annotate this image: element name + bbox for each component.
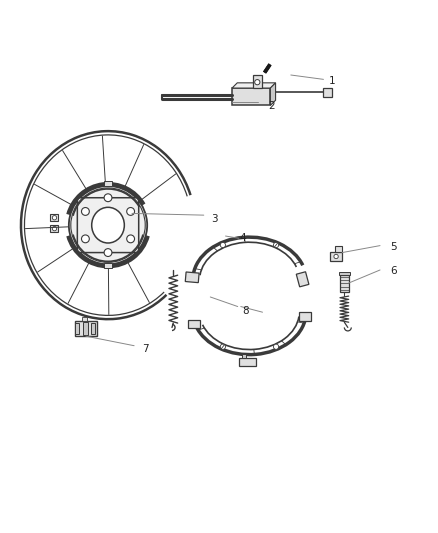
- Text: 4: 4: [240, 233, 246, 243]
- Ellipse shape: [92, 207, 124, 243]
- Bar: [242, 354, 247, 358]
- Bar: [50, 214, 58, 221]
- Polygon shape: [270, 83, 276, 106]
- Bar: [340, 275, 349, 292]
- Bar: [299, 312, 311, 321]
- Text: 5: 5: [390, 242, 396, 252]
- Polygon shape: [232, 83, 276, 88]
- Circle shape: [220, 243, 226, 248]
- Polygon shape: [263, 63, 271, 73]
- Bar: [74, 323, 79, 334]
- Circle shape: [254, 79, 260, 85]
- Circle shape: [334, 254, 338, 259]
- Bar: [339, 272, 350, 275]
- Text: 8: 8: [242, 306, 248, 316]
- Bar: [185, 272, 199, 282]
- Bar: [323, 88, 332, 97]
- FancyBboxPatch shape: [78, 198, 139, 253]
- Circle shape: [127, 235, 134, 243]
- Bar: [253, 75, 262, 88]
- Bar: [296, 272, 309, 287]
- Text: 1: 1: [329, 76, 336, 86]
- Text: 7: 7: [142, 344, 148, 354]
- Bar: [91, 323, 95, 334]
- Bar: [188, 320, 201, 328]
- Bar: [74, 321, 97, 336]
- Circle shape: [52, 227, 57, 231]
- Circle shape: [273, 243, 279, 248]
- Circle shape: [69, 186, 147, 264]
- Circle shape: [220, 344, 226, 349]
- Text: 3: 3: [212, 214, 218, 224]
- Text: 6: 6: [390, 266, 396, 276]
- Bar: [104, 181, 113, 186]
- Circle shape: [104, 194, 112, 201]
- Bar: [82, 317, 87, 321]
- Circle shape: [273, 344, 279, 349]
- Bar: [335, 246, 342, 252]
- Circle shape: [127, 207, 134, 215]
- Circle shape: [104, 249, 112, 256]
- Bar: [330, 252, 342, 261]
- Bar: [239, 358, 256, 366]
- Circle shape: [81, 235, 89, 243]
- Bar: [232, 88, 270, 106]
- Text: 2: 2: [268, 101, 275, 111]
- Circle shape: [52, 215, 57, 220]
- Bar: [50, 225, 58, 232]
- Bar: [83, 322, 88, 335]
- Circle shape: [81, 207, 89, 215]
- Bar: [104, 263, 113, 269]
